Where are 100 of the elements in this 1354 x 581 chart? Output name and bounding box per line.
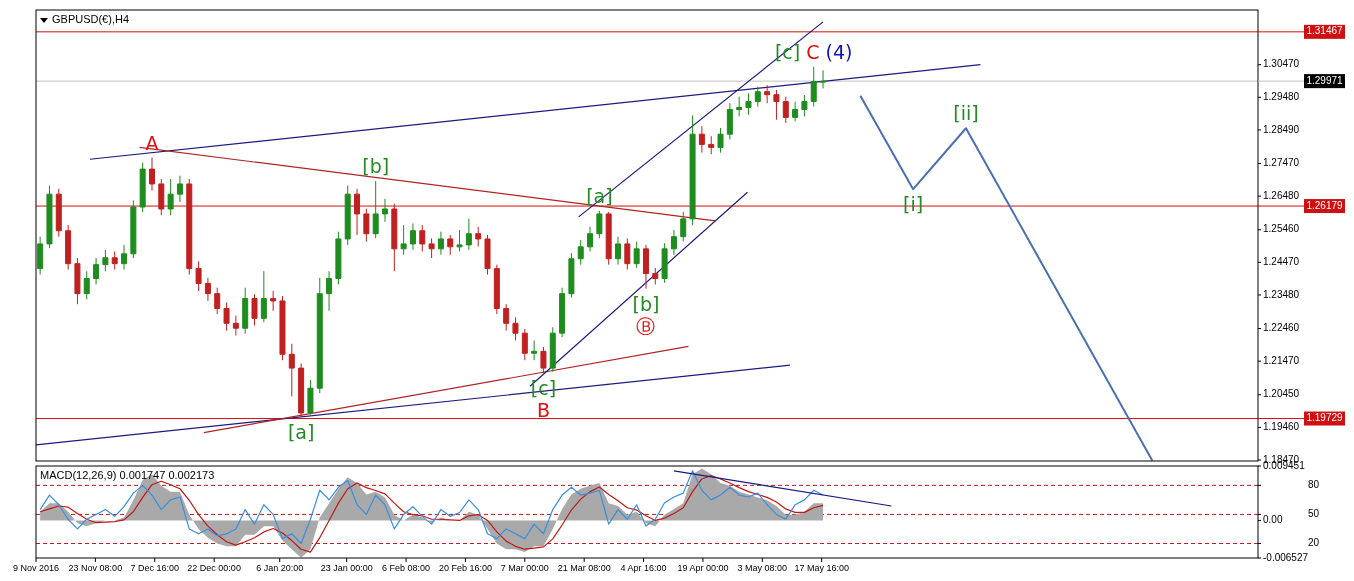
candlestick	[820, 69, 827, 89]
candlestick	[624, 237, 631, 271]
x-tick-label: 7 Dec 16:00	[130, 563, 180, 573]
candlestick	[326, 270, 333, 312]
annotation: [b]	[362, 154, 390, 177]
candlestick	[65, 224, 72, 271]
candlestick	[661, 242, 668, 284]
y2-tick-label: 80	[1308, 479, 1320, 491]
ref-line-label: 1.29971	[1306, 74, 1344, 86]
candlestick	[754, 86, 761, 108]
ref-line-label: 1.31467	[1306, 25, 1344, 37]
y2-tick-label: 20	[1308, 537, 1320, 549]
candlestick	[540, 346, 547, 374]
annotation: [a]	[287, 421, 315, 444]
candlestick	[456, 229, 463, 252]
candlestick	[745, 92, 752, 116]
candlestick	[251, 293, 258, 327]
candlestick	[773, 89, 780, 121]
candlestick	[512, 316, 519, 341]
candlestick	[764, 84, 771, 104]
candlestick	[391, 203, 398, 272]
candlestick	[214, 287, 221, 315]
line-series	[859, 94, 1154, 461]
candlestick	[279, 295, 286, 361]
candlestick	[437, 231, 444, 256]
candlestick	[55, 188, 62, 238]
candlestick	[605, 211, 612, 266]
candlestick	[335, 231, 342, 285]
candlestick	[615, 236, 621, 266]
candlestick	[568, 252, 575, 299]
candlestick	[242, 287, 249, 335]
x-tick-label: 23 Jan 00:00	[320, 563, 373, 573]
x-tick-label: 17 May 16:00	[794, 563, 849, 573]
candlestick	[596, 210, 603, 239]
annotation: [ii]	[953, 102, 979, 125]
candlestick	[111, 250, 118, 271]
candlestick	[121, 244, 128, 271]
candlestick	[363, 208, 370, 243]
candlestick	[633, 241, 640, 269]
candlestick	[680, 211, 687, 243]
candlestick	[465, 218, 472, 251]
candlestick	[484, 234, 491, 276]
y-tick-label: 0.00	[1263, 514, 1283, 526]
candlestick	[447, 234, 454, 256]
candlestick	[428, 237, 435, 259]
candlestick	[270, 290, 277, 312]
x-tick-label: 6 Jan 20:00	[256, 563, 304, 573]
annotation: [b]	[632, 293, 660, 316]
x-tick-label: 20 Feb 16:00	[438, 563, 492, 573]
candlestick	[139, 162, 146, 213]
candlestick	[587, 226, 594, 252]
candlestick	[736, 96, 743, 117]
y-tick-label: 1.25460	[1263, 223, 1300, 235]
annotation: Ⓑ	[636, 315, 656, 338]
candlestick	[158, 178, 165, 216]
candlestick	[83, 270, 90, 300]
candlestick	[475, 226, 482, 248]
x-tick-label: 21 Mar 08:00	[557, 563, 611, 573]
candlestick	[782, 96, 789, 124]
candlestick	[409, 222, 416, 251]
candlestick	[344, 185, 351, 246]
y-tick-label: -0.006527	[1263, 551, 1309, 563]
y-tick-label: 1.19460	[1263, 421, 1300, 433]
candlestick	[298, 362, 305, 418]
candlestick	[810, 66, 817, 108]
x-tick-label: 22 Dec 00:00	[187, 563, 241, 573]
candlestick	[381, 198, 388, 223]
candlestick	[130, 199, 137, 259]
y-tick-label: 1.30470	[1263, 58, 1300, 70]
candlestick	[46, 185, 53, 249]
x-tick-label: 19 Apr 00:00	[677, 563, 729, 573]
annotation: B	[536, 399, 550, 422]
candlestick	[223, 302, 230, 332]
candlestick	[354, 188, 361, 236]
y-tick-label: 1.28490	[1263, 123, 1300, 135]
chart-title: GBPUSD(€),H4	[52, 13, 130, 25]
candlestick	[316, 277, 323, 394]
candlestick	[74, 257, 81, 305]
candlestick	[102, 249, 109, 272]
y-tick-label: 1.27470	[1263, 157, 1300, 169]
candlestick	[792, 101, 799, 122]
ref-line-label: 1.19729	[1306, 412, 1344, 424]
candlestick	[37, 236, 44, 276]
y-tick-label: 1.23480	[1263, 288, 1300, 300]
candlestick	[493, 264, 500, 315]
candlestick	[232, 315, 239, 336]
y-tick-label: 1.29480	[1263, 90, 1300, 102]
candlestick	[260, 270, 267, 323]
candlestick	[549, 326, 556, 373]
y-tick-label: 1.21470	[1263, 354, 1300, 366]
candlestick	[372, 180, 379, 239]
candlestick	[167, 178, 174, 216]
ref-line-label: 1.26179	[1306, 199, 1344, 211]
candlestick	[148, 157, 155, 192]
y2-tick-label: 50	[1308, 508, 1320, 520]
candlestick	[531, 339, 538, 361]
y-tick-label: 1.26480	[1263, 189, 1300, 201]
y-tick-label: 1.24470	[1263, 255, 1300, 267]
x-tick-label: 3 May 08:00	[737, 563, 788, 573]
x-tick-label: 9 Nov 2016	[12, 563, 60, 573]
